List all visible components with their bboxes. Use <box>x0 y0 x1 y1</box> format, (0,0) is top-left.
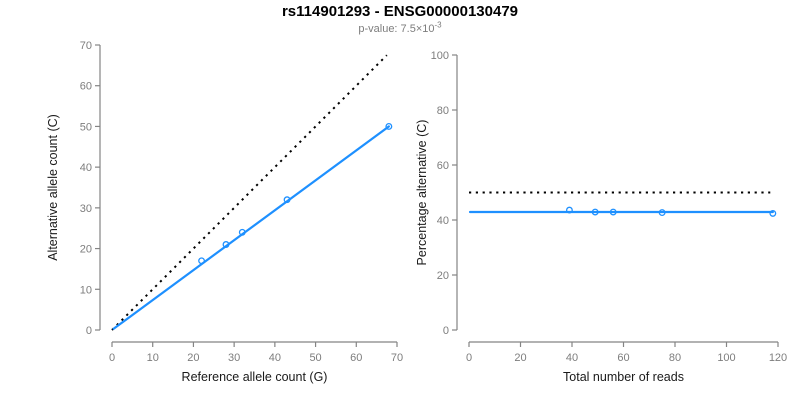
x-tick-label: 0 <box>466 352 472 364</box>
y-tick-label: 40 <box>437 215 449 227</box>
fit-line <box>112 125 390 330</box>
x-tick-label: 10 <box>147 352 159 364</box>
figure-title: rs114901293 - ENSG00000130479 <box>281 3 519 20</box>
pvalue-exponent: -3 <box>434 20 442 30</box>
x-tick-label: 20 <box>514 352 526 364</box>
x-tick-label: 120 <box>769 352 787 364</box>
y-tick-label: 10 <box>80 284 92 296</box>
data-point <box>565 206 573 214</box>
x-tick-label: 60 <box>350 352 362 364</box>
data-point <box>385 122 393 130</box>
x-tick-label: 80 <box>669 352 681 364</box>
y-axis-title: Alternative allele count (C) <box>46 114 60 261</box>
y-tick-label: 60 <box>80 81 92 93</box>
data-point <box>591 208 599 216</box>
x-tick-label: 70 <box>391 352 403 364</box>
x-tick-label: 100 <box>717 352 735 364</box>
data-point <box>609 208 617 216</box>
y-tick-label: 80 <box>437 105 449 117</box>
data-point <box>658 209 666 217</box>
pvalue-text: p-value: 7.5×10 <box>358 23 435 35</box>
x-tick-label: 40 <box>269 352 281 364</box>
x-tick-label: 30 <box>228 352 240 364</box>
figure-subtitle: p-value: 7.5×10-3 <box>0 20 800 35</box>
x-tick-label: 40 <box>566 352 578 364</box>
y-tick-label: 100 <box>431 50 449 62</box>
data-point <box>283 196 291 204</box>
y-tick-label: 0 <box>86 325 92 337</box>
data-point <box>222 241 230 248</box>
y-tick-label: 20 <box>437 270 449 282</box>
y-axis-title: Percentage alternative (C) <box>415 120 429 266</box>
reference-dotted-line <box>111 54 388 331</box>
y-tick-label: 70 <box>80 40 92 52</box>
y-tick-label: 0 <box>443 325 449 337</box>
x-tick-label: 50 <box>309 352 321 364</box>
x-tick-label: 60 <box>617 352 629 364</box>
x-tick-label: 20 <box>187 352 199 364</box>
x-axis-title: Reference allele count (G) <box>182 370 328 384</box>
data-point <box>198 257 206 265</box>
y-tick-label: 20 <box>80 244 92 256</box>
y-tick-label: 60 <box>437 160 449 172</box>
x-axis-title: Total number of reads <box>563 370 684 384</box>
x-tick-label: 0 <box>109 352 115 364</box>
data-point <box>238 228 246 236</box>
y-tick-label: 40 <box>80 162 92 174</box>
y-tick-label: 50 <box>80 121 92 133</box>
data-point <box>769 209 777 217</box>
y-tick-label: 30 <box>80 203 92 215</box>
